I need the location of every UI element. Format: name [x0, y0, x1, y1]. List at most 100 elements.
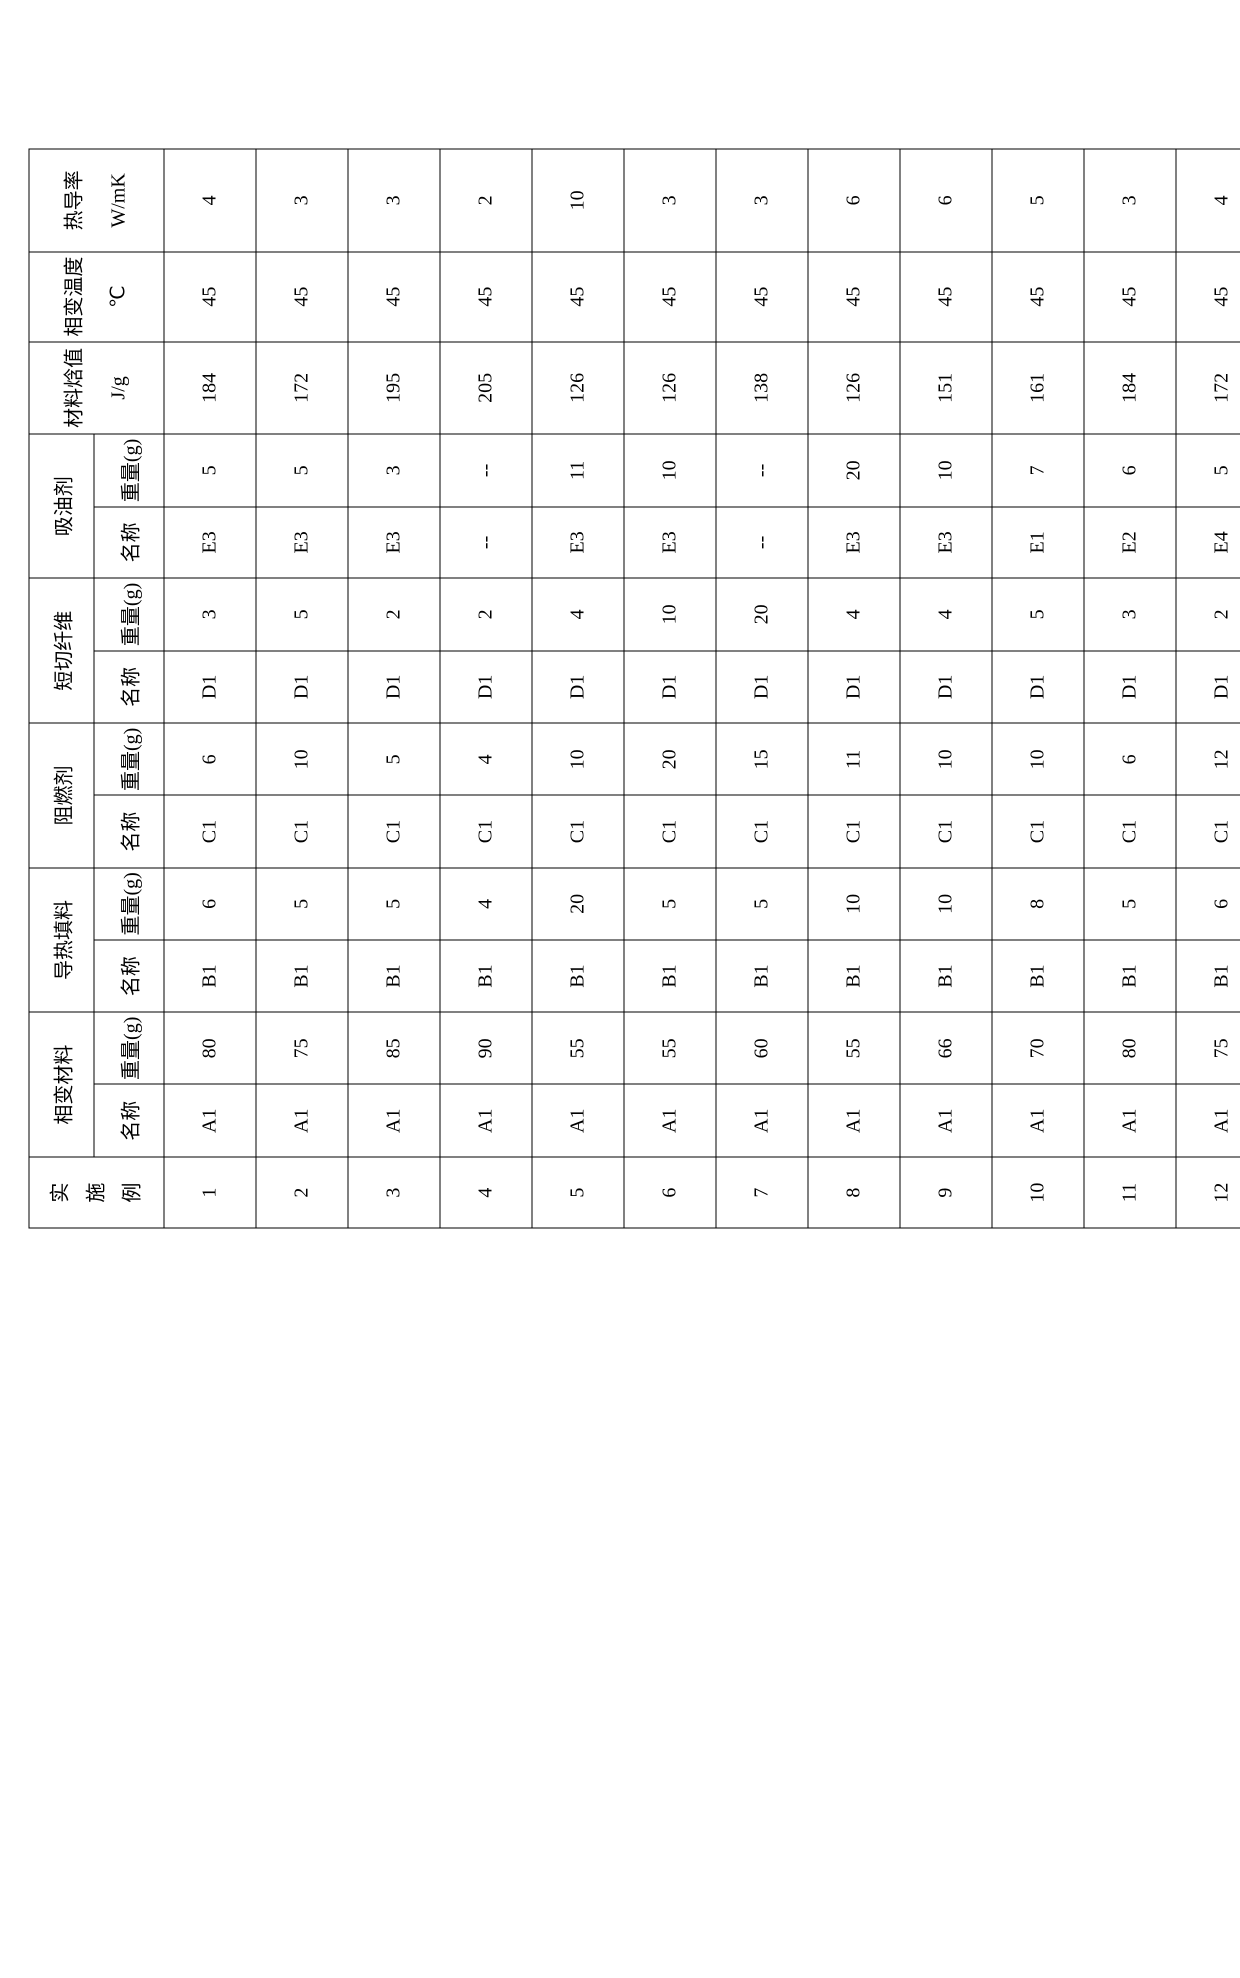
table-cell: 10: [900, 868, 992, 940]
table-cell: C1: [808, 795, 900, 867]
table-cell: 10: [808, 868, 900, 940]
table-cell: 4: [164, 149, 256, 252]
table-cell: 3: [256, 149, 348, 252]
table-cell: C1: [1084, 795, 1176, 867]
table-cell: 5: [256, 868, 348, 940]
table-cell: 3: [348, 149, 440, 252]
table-cell: 7: [992, 434, 1084, 506]
table-cell: 8: [992, 868, 1084, 940]
table-cell: 45: [900, 252, 992, 342]
header-group-flame-retardant: 阻燃剂: [29, 723, 94, 867]
table-cell: 11: [532, 434, 624, 506]
table-cell: A1: [808, 1084, 900, 1157]
table-cell: 172: [1176, 342, 1240, 435]
table-cell: 5: [1084, 868, 1176, 940]
table-cell: 2: [1176, 578, 1240, 650]
table-cell: 20: [532, 868, 624, 940]
table-cell: 45: [440, 252, 532, 342]
table-cell: E3: [348, 507, 440, 579]
table-cell: B1: [164, 940, 256, 1012]
table-header: 实 施 例 相变材料 导热填料 阻燃剂 短切纤维 吸油剂 材料焓值 J/g 相变…: [29, 149, 164, 1228]
table-cell: E3: [256, 507, 348, 579]
table-cell: B1: [992, 940, 1084, 1012]
header-group-absorbent: 吸油剂: [29, 434, 94, 578]
table-cell: 45: [348, 252, 440, 342]
subheader-abs-weight: 重量(g): [94, 434, 164, 506]
table-cell: 126: [624, 342, 716, 435]
table-cell: D1: [1176, 651, 1240, 724]
table-cell: B1: [256, 940, 348, 1012]
table-cell: 10: [900, 434, 992, 506]
table-cell: B1: [624, 940, 716, 1012]
table-cell: 66: [900, 1012, 992, 1084]
table-row: 12A175B16C112D12E45172454: [1176, 149, 1240, 1228]
table-cell: E3: [164, 507, 256, 579]
table-cell: D1: [716, 651, 808, 724]
table-cell: 20: [624, 723, 716, 795]
table-cell: 5: [256, 434, 348, 506]
table-cell: D1: [532, 651, 624, 724]
table-cell: C1: [1176, 795, 1240, 867]
table-row: 6A155B15C120D110E310126453: [624, 149, 716, 1228]
subheader-pcm-weight: 重量(g): [94, 1012, 164, 1084]
table-cell: 45: [164, 252, 256, 342]
table-row: 11A180B15C16D13E26184453: [1084, 149, 1176, 1228]
table-cell: 15: [716, 723, 808, 795]
table-cell: --: [440, 434, 532, 506]
table-cell: 4: [440, 723, 532, 795]
table-cell: 4: [532, 578, 624, 650]
table-cell: 10: [256, 723, 348, 795]
table-row: 2A175B15C110D15E35172453: [256, 149, 348, 1228]
table-cell: E3: [900, 507, 992, 579]
table-cell: C1: [900, 795, 992, 867]
table-cell: 55: [624, 1012, 716, 1084]
table-cell: E3: [808, 507, 900, 579]
table-cell: D1: [440, 651, 532, 724]
table-cell: 5: [256, 578, 348, 650]
subheader-filler-name: 名称: [94, 940, 164, 1012]
table-cell: 45: [532, 252, 624, 342]
table-cell: A1: [1176, 1084, 1240, 1157]
table-cell: A1: [624, 1084, 716, 1157]
table-cell: 2: [256, 1157, 348, 1228]
table-cell: 138: [716, 342, 808, 435]
table-cell: D1: [992, 651, 1084, 724]
table-cell: 126: [532, 342, 624, 435]
table-cell: 3: [348, 1157, 440, 1228]
table-cell: E3: [532, 507, 624, 579]
table-cell: 4: [808, 578, 900, 650]
table-cell: B1: [900, 940, 992, 1012]
table-cell: E2: [1084, 507, 1176, 579]
table-cell: 85: [348, 1012, 440, 1084]
table-cell: 161: [992, 342, 1084, 435]
table-cell: 10: [532, 149, 624, 252]
table-cell: 1: [164, 1157, 256, 1228]
table-cell: 126: [808, 342, 900, 435]
subheader-fiber-name: 名称: [94, 651, 164, 724]
table-cell: --: [716, 434, 808, 506]
subheader-fr-name: 名称: [94, 795, 164, 867]
table-cell: 2: [440, 149, 532, 252]
table-cell: 184: [1084, 342, 1176, 435]
table-row: 10A170B18C110D15E17161455: [992, 149, 1084, 1228]
table-cell: A1: [532, 1084, 624, 1157]
table-cell: 5: [532, 1157, 624, 1228]
table-cell: E4: [1176, 507, 1240, 579]
table-cell: 205: [440, 342, 532, 435]
table-cell: 45: [624, 252, 716, 342]
table-cell: 5: [348, 723, 440, 795]
table-cell: 45: [808, 252, 900, 342]
header-group-filler: 导热填料: [29, 868, 94, 1012]
table-cell: 5: [624, 868, 716, 940]
table-cell: C1: [256, 795, 348, 867]
table-cell: 11: [808, 723, 900, 795]
table-row: 8A155B110C111D14E320126456: [808, 149, 900, 1228]
table-cell: --: [440, 507, 532, 579]
table-cell: 12: [1176, 1157, 1240, 1228]
table-cell: 10: [624, 578, 716, 650]
table-cell: A1: [256, 1084, 348, 1157]
table-cell: 195: [348, 342, 440, 435]
table-cell: 80: [164, 1012, 256, 1084]
table-cell: B1: [440, 940, 532, 1012]
table-row: 4A190B14C14D12----205452: [440, 149, 532, 1228]
